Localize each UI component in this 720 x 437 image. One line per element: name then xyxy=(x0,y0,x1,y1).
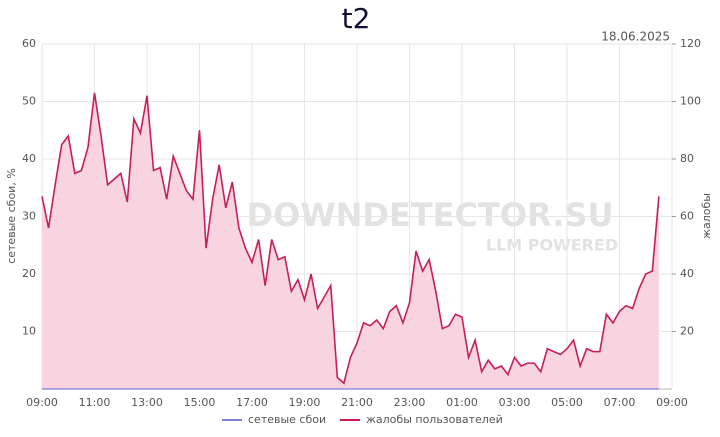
x-tick-label: 17:00 xyxy=(236,396,268,409)
y2-tick-label: 40 xyxy=(680,267,694,280)
x-tick-label: 23:00 xyxy=(394,396,426,409)
watermark: DOWNDETECTOR.SU xyxy=(247,196,614,234)
x-tick-label: 11:00 xyxy=(79,396,111,409)
y-tick-label: 50 xyxy=(22,95,36,108)
y2-tick-label: 100 xyxy=(680,95,701,108)
date: 18.06.2025 xyxy=(601,30,670,44)
legend-label: сетевые сбои xyxy=(248,413,326,426)
y-axis-label: сетевые сбои, % xyxy=(5,168,18,264)
y2-axis-label: жалобы xyxy=(700,193,713,239)
x-tick-label: 01:00 xyxy=(446,396,478,409)
y-tick-label: 20 xyxy=(22,267,36,280)
x-tick-label: 13:00 xyxy=(131,396,163,409)
line xyxy=(41,92,660,385)
legend-label: жалобы пользователей xyxy=(366,413,503,426)
x-tick-label: 19:00 xyxy=(289,396,321,409)
watermark-sub: LLM POWERED xyxy=(486,236,618,255)
y2-tick-label: 20 xyxy=(680,325,694,338)
x-tick-label: 07:00 xyxy=(604,396,636,409)
x-tick-label: 21:00 xyxy=(341,396,373,409)
x-tick-label: 09:00 xyxy=(26,396,58,409)
x-tick-label: 15:00 xyxy=(184,396,216,409)
x-tick-label: 09:00 xyxy=(656,396,688,409)
x-tick-label: 03:00 xyxy=(499,396,531,409)
y-tick-label: 40 xyxy=(22,152,36,165)
y-tick-label: 30 xyxy=(22,210,36,223)
y2-tick-label: 120 xyxy=(680,37,701,50)
y-tick-label: 60 xyxy=(22,37,36,50)
x-tick-label: 05:00 xyxy=(551,396,583,409)
y2-tick-label: 60 xyxy=(680,210,694,223)
y-tick-label: 10 xyxy=(22,325,36,338)
chart-title: t2 xyxy=(342,2,371,35)
y2-tick-label: 80 xyxy=(680,152,694,165)
